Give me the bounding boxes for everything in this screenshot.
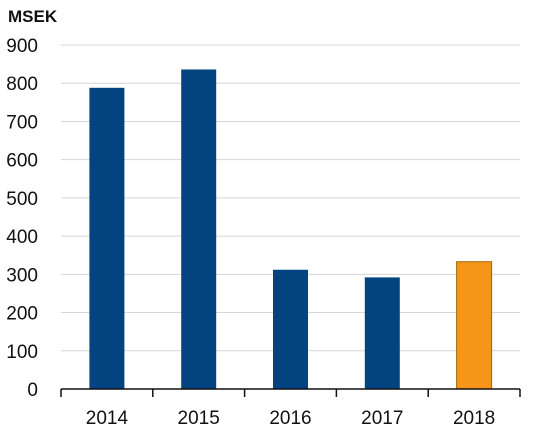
bar-2018 — [456, 261, 493, 390]
x-tick-label-2015: 2015 — [178, 408, 220, 429]
y-tick-label-800: 800 — [6, 74, 38, 95]
x-tick-label-2017: 2017 — [361, 408, 403, 429]
x-tick-label-2014: 2014 — [86, 408, 129, 429]
y-tick-label-300: 300 — [6, 265, 38, 286]
y-tick-label-0: 0 — [27, 380, 38, 401]
y-axis: 0 100 200 300 400 500 600 700 800 900 — [6, 36, 38, 401]
y-tick-label-700: 700 — [6, 112, 38, 133]
bar-2017 — [364, 277, 400, 389]
y-tick-label-400: 400 — [6, 227, 38, 248]
bar-2016 — [273, 269, 308, 389]
x-tick-label-2018: 2018 — [453, 408, 495, 429]
y-tick-label-900: 900 — [6, 36, 38, 57]
y-tick-label-500: 500 — [6, 189, 38, 210]
x-tick-label-2016: 2016 — [269, 408, 311, 429]
bar-2014 — [89, 87, 125, 389]
y-tick-label-100: 100 — [6, 342, 38, 363]
y-tick-label-200: 200 — [6, 304, 38, 325]
grid-lines — [61, 44, 520, 352]
bar-2015 — [181, 69, 217, 389]
y-tick-label-600: 600 — [6, 151, 38, 172]
x-axis: 2014 2015 2016 2017 2018 — [60, 388, 521, 429]
unit-label: MSEK — [8, 7, 58, 26]
bars — [89, 69, 493, 390]
